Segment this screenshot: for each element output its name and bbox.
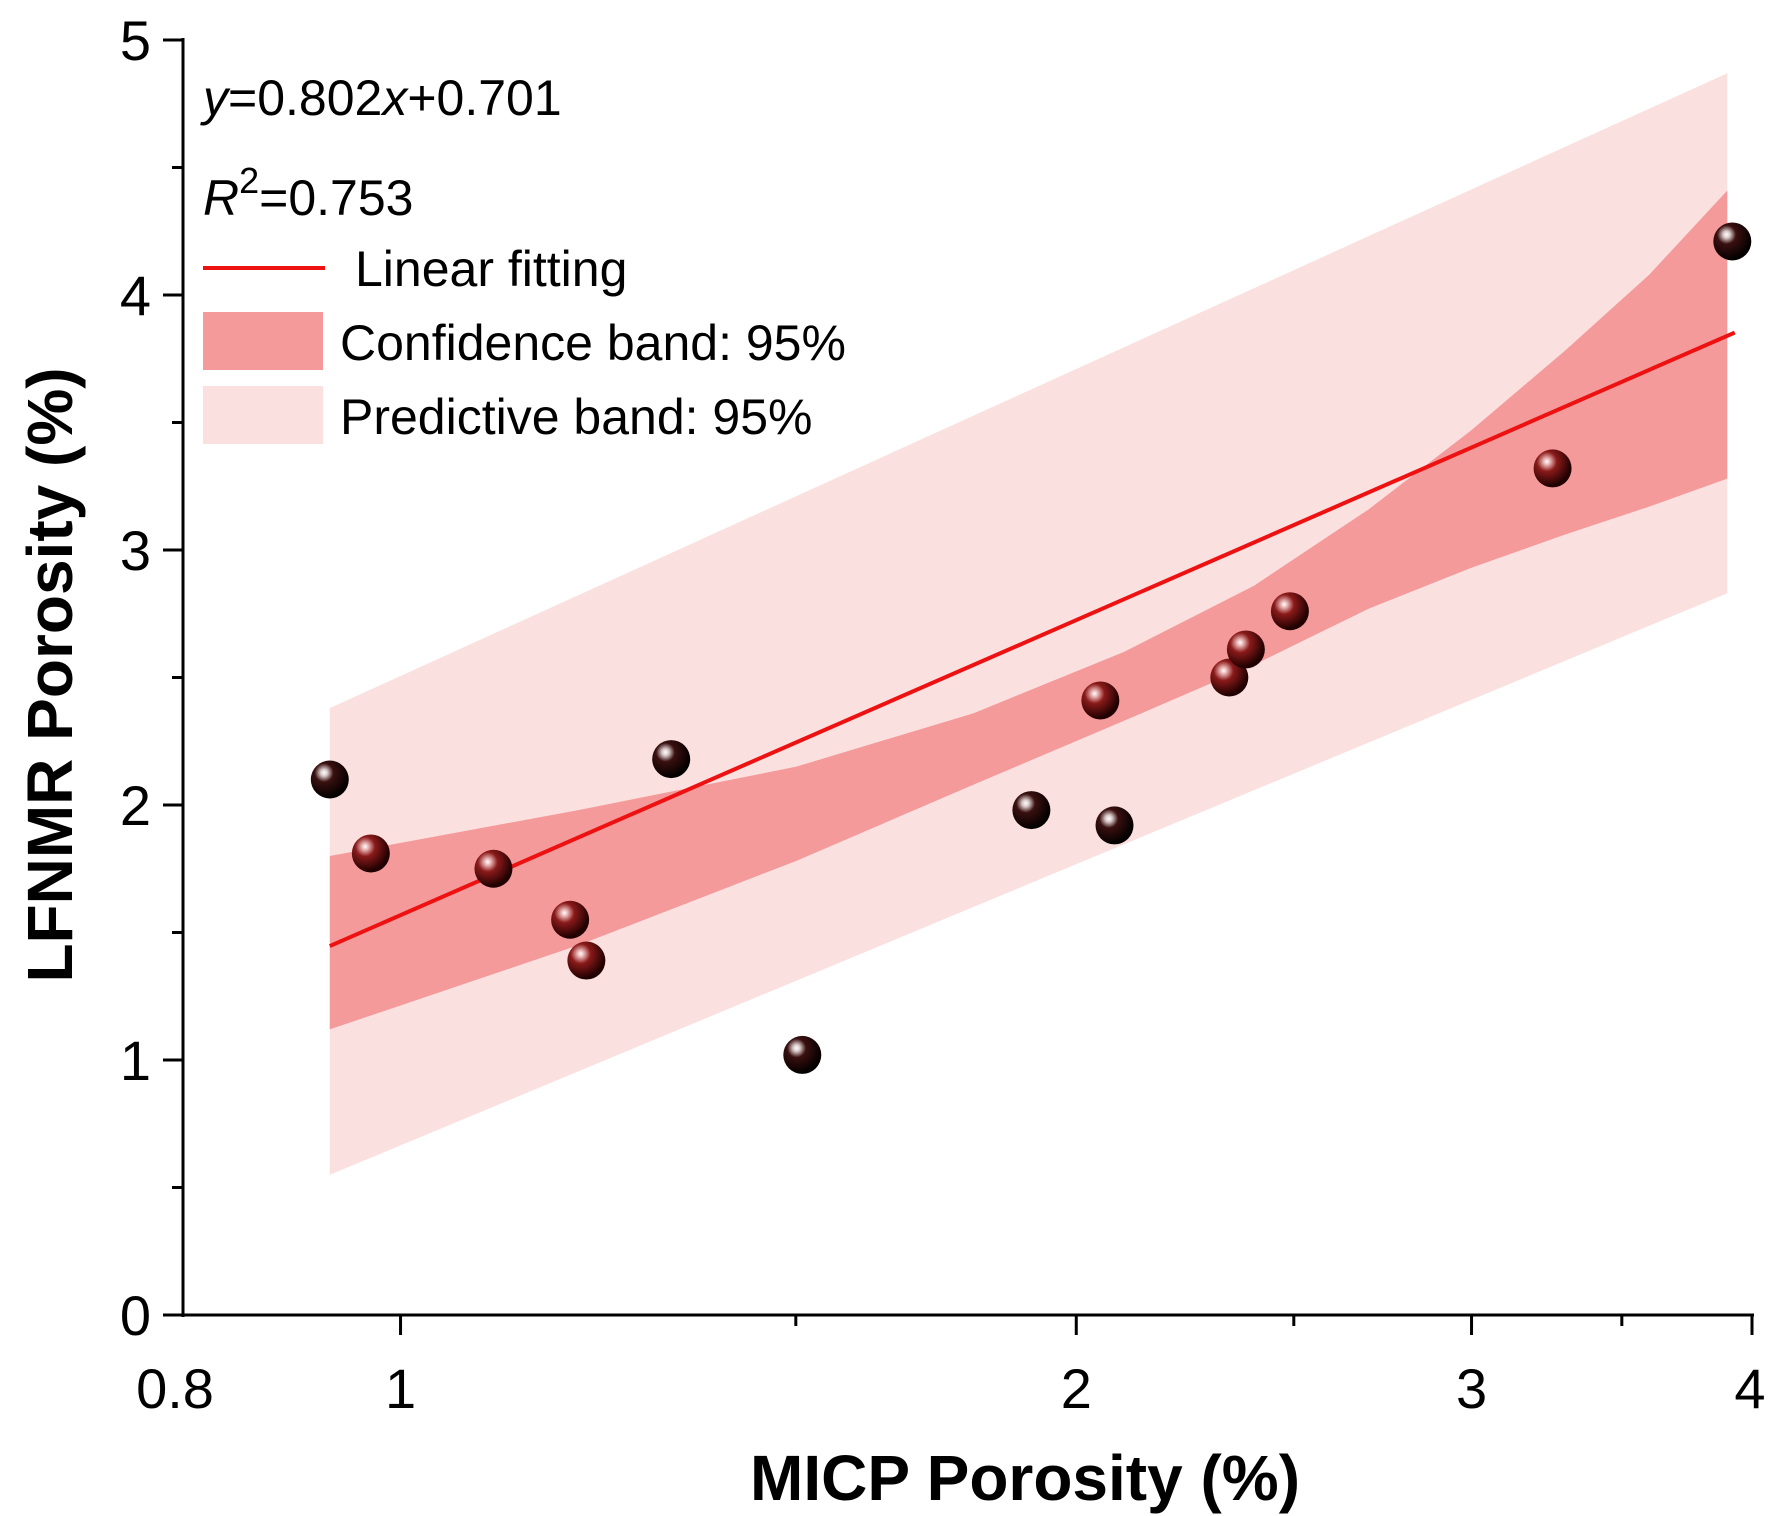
x-axis-ticks: 0.8 1 2 3 4: [136, 1315, 1766, 1420]
x-tick-label: 1: [385, 1357, 416, 1420]
y-axis-ticks: 0 1 2 3 4 5: [120, 9, 183, 1347]
data-point: [474, 849, 513, 888]
data-point: [652, 740, 691, 779]
data-point: [351, 834, 390, 873]
data-point: [1095, 806, 1134, 845]
x-tick-label: 0.8: [136, 1357, 214, 1420]
y-axis-title: LFNMR Porosity (%): [14, 367, 86, 982]
y-tick-label: 2: [120, 774, 151, 837]
y-tick-label: 4: [120, 264, 151, 327]
legend-confidence-swatch: [203, 312, 323, 370]
data-point: [1713, 222, 1752, 261]
r2-superscript: 2: [239, 160, 259, 201]
equation-slope: =0.802: [228, 70, 382, 126]
data-point: [1012, 791, 1051, 830]
confidence-band: [329, 190, 1728, 1030]
equation-y: y: [200, 70, 231, 126]
r-squared: R2=0.753: [203, 160, 413, 226]
x-tick-label: 2: [1061, 1357, 1092, 1420]
y-tick-label: 3: [120, 519, 151, 582]
data-point: [1226, 630, 1265, 669]
y-tick-label: 0: [120, 1284, 151, 1347]
data-point: [1210, 658, 1249, 697]
data-points: [310, 222, 1752, 1074]
data-point: [567, 941, 606, 980]
legend-predictive-swatch: [203, 386, 323, 444]
data-point: [1270, 592, 1309, 631]
data-point: [551, 900, 590, 939]
x-tick-label: 3: [1456, 1357, 1487, 1420]
equation-x: x: [380, 70, 409, 126]
legend: Linear fitting Confidence band: 95% Pred…: [203, 241, 846, 445]
fit-equation: y=0.802x+0.701: [200, 70, 562, 126]
predictive-band: [329, 73, 1728, 1175]
x-tick-label: 4: [1734, 1357, 1765, 1420]
y-tick-label: 1: [120, 1029, 151, 1092]
axes: 0 1 2 3 4 5 0.8 1 2 3 4: [120, 9, 1766, 1420]
data-point: [783, 1035, 822, 1074]
plot-area: [310, 73, 1752, 1175]
legend-fit-label: Linear fitting: [355, 241, 627, 297]
linear-fit-line: [328, 330, 1736, 948]
x-axis-title: MICP Porosity (%): [750, 1442, 1300, 1514]
legend-confidence-label: Confidence band: 95%: [340, 315, 846, 371]
r2-symbol: R: [203, 170, 239, 226]
r2-value: =0.753: [259, 170, 413, 226]
data-point: [310, 760, 349, 799]
equation-intercept: +0.701: [407, 70, 561, 126]
data-point: [1081, 681, 1120, 720]
legend-predictive-label: Predictive band: 95%: [340, 389, 813, 445]
annotations: y=0.802x+0.701 R2=0.753: [200, 70, 562, 226]
y-tick-label: 5: [120, 9, 151, 72]
data-point: [1533, 449, 1572, 488]
